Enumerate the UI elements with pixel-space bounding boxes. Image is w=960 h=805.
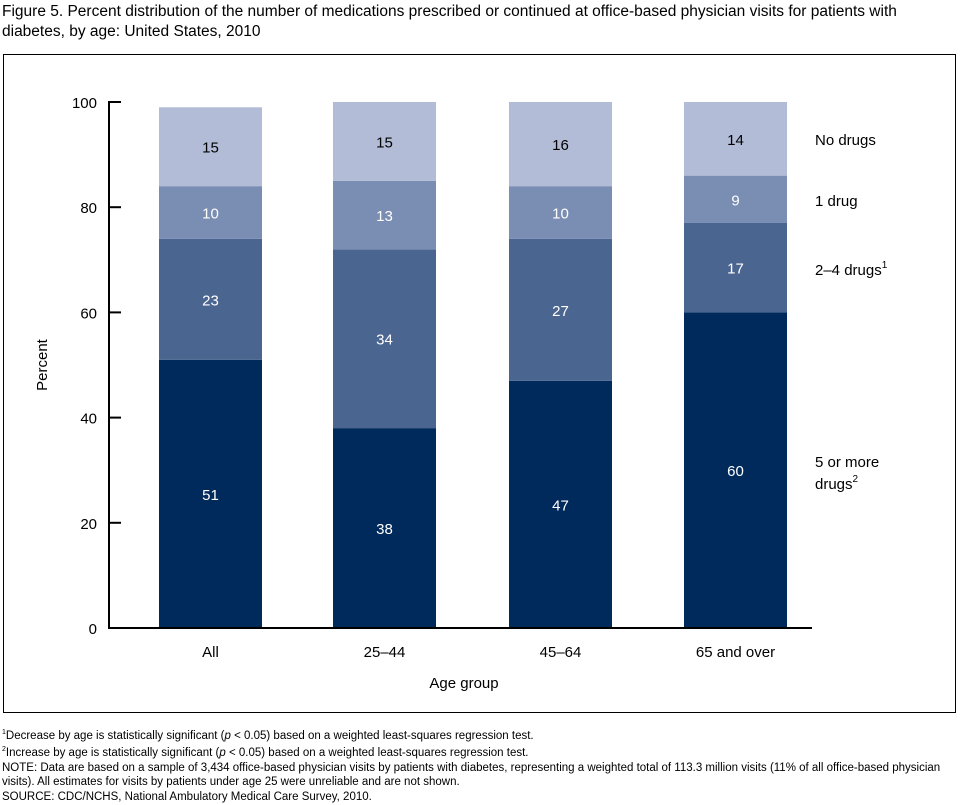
data-label: 15 <box>376 134 393 151</box>
y-tick-label: 20 <box>80 516 97 533</box>
bar-segment <box>333 102 436 181</box>
data-label: 9 <box>731 192 739 209</box>
data-label: 17 <box>727 261 744 278</box>
y-tick-label: 100 <box>72 95 97 112</box>
data-label: 38 <box>376 521 393 538</box>
legend-label: No drugs <box>815 132 876 149</box>
y-axis-label: Percent <box>34 338 51 391</box>
bar-segment <box>333 428 436 628</box>
y-tick-label: 0 <box>89 621 97 638</box>
bar-segment <box>159 359 262 628</box>
bar-segment <box>159 107 262 187</box>
data-label: 10 <box>202 205 219 222</box>
legend-label: 1 drug <box>815 193 858 210</box>
y-tick-label: 80 <box>80 200 97 217</box>
data-label: 60 <box>727 463 744 480</box>
legend-label: drugs2 <box>815 474 859 493</box>
bar-segment <box>159 238 262 360</box>
x-tick-label: 65 and over <box>696 644 775 661</box>
bar-segment <box>684 175 787 223</box>
bar-segment <box>333 249 436 429</box>
bar-segment <box>509 186 612 239</box>
data-label: 13 <box>376 208 393 225</box>
x-tick-label: 25–44 <box>364 644 406 661</box>
x-tick-label: 45–64 <box>540 644 582 661</box>
notes: 1Decrease by age is statistically signif… <box>2 726 957 804</box>
legend-label: 2–4 drugs1 <box>815 260 888 279</box>
data-label: 16 <box>552 137 569 154</box>
x-tick-label: All <box>202 644 219 661</box>
data-label: 34 <box>376 332 393 349</box>
note-text: NOTE: Data are based on a sample of 3,43… <box>2 761 941 789</box>
footnote-1: 1Decrease by age is statistically signif… <box>2 729 534 742</box>
bar-segment <box>509 238 612 381</box>
chart-title: Figure 5. Percent distribution of the nu… <box>2 3 897 40</box>
data-label: 10 <box>552 205 569 222</box>
bar-segment <box>509 102 612 187</box>
stacked-bar-chart: 51 23 10 15 All 38 34 13 15 25–44 47 27 10 16 45–64 60 1… <box>34 95 888 692</box>
bar-segment <box>684 222 787 313</box>
data-label: 27 <box>552 303 569 320</box>
legend-label: 5 or more <box>815 454 879 471</box>
bar-segment <box>509 380 612 628</box>
y-tick-label: 60 <box>80 305 97 322</box>
chart-frame <box>3 54 956 713</box>
data-label: 51 <box>202 487 219 504</box>
bar-segment <box>159 186 262 239</box>
bar-segment <box>684 102 787 176</box>
y-tick-label: 40 <box>80 411 97 428</box>
source-text: SOURCE: CDC/NCHS, National Ambulatory Me… <box>2 790 372 803</box>
footnote-2: 2Increase by age is statistically signif… <box>2 746 529 760</box>
data-label: 23 <box>202 292 219 309</box>
data-label: 47 <box>552 497 569 514</box>
data-label: 14 <box>727 132 744 149</box>
bar-segment <box>684 312 787 628</box>
x-axis-label: Age group <box>429 675 498 692</box>
data-label: 15 <box>202 140 219 157</box>
bar-segment <box>333 180 436 250</box>
